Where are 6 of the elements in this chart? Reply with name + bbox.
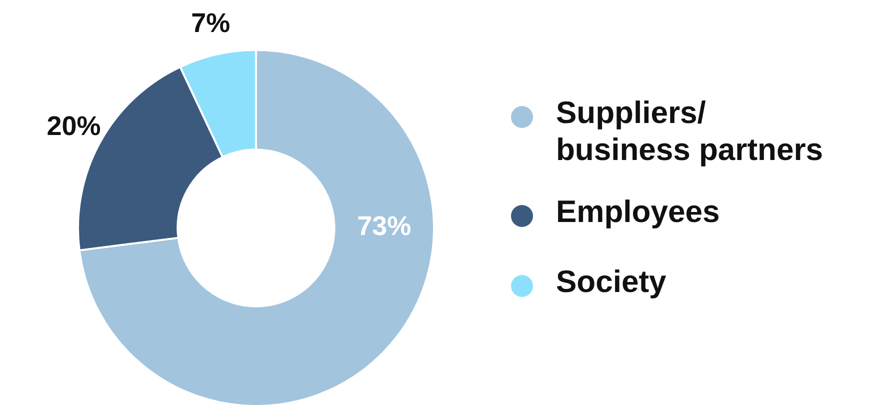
legend-label: Employees [556, 194, 720, 230]
legend-label: Suppliers/ business partners [556, 95, 824, 168]
legend-label: Society [556, 264, 668, 300]
data-label: 20% [46, 110, 101, 141]
data-label: 73% [357, 211, 412, 242]
data-label: 7% [191, 8, 230, 38]
